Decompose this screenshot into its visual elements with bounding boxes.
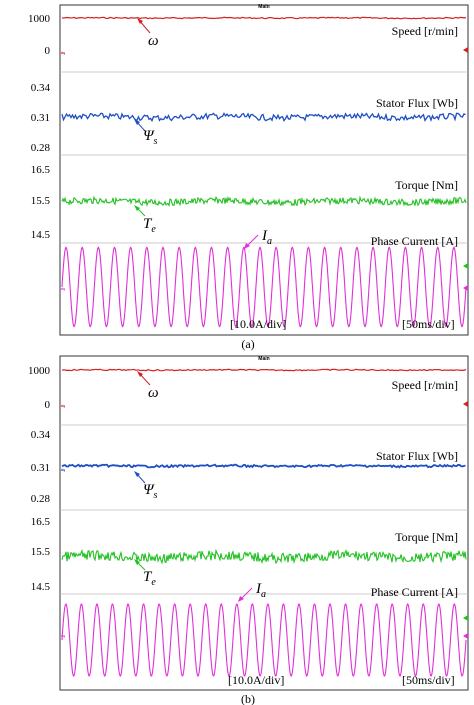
panel-a-speed-tick: 1000 [28,13,51,25]
panel-a-speed-tick: 0 [45,45,51,57]
panel-b-torque-symbol: Te [143,569,156,588]
panel-b-flux-tick: 0.28 [31,493,51,505]
panel-a-current-annotation: Ia [244,228,272,249]
arrowhead-icon [134,559,140,565]
panel-a-speed-annotation: ω [137,18,159,49]
panel-b-current-symbol-main: I [255,581,262,597]
panel-a-ch1-marker: ⇆ [61,51,65,57]
panel-a-flux-annotation: Ψs [134,119,158,147]
panel-a-ch4-level-marker [463,285,468,291]
panel-b-current-trace [61,603,467,677]
panel-b-ch4-marker: ⇆ [61,634,65,640]
panel-b-markers: ⇆ ⇆ ⇆ [61,401,468,640]
panel-b-torque-label: Torque [Nm] [395,530,458,544]
panel-b-flux-symbol: Ψs [143,482,158,501]
panel-a-flux-tick: 0.34 [31,82,51,94]
panel-b-flux-trace [61,463,466,469]
panel-b-current-annotation: Ia [238,581,266,602]
panel-a-ch3-level-marker [463,263,468,269]
panel-b-flux-tick: 0.34 [31,429,51,441]
panel-b-ch1-level-marker [463,401,468,407]
panel-b-speed-label: Speed [r/min] [392,378,458,392]
panel-b-current-symbol-sub: a [261,589,266,600]
panel-a-flux-symbol: Ψs [143,128,158,147]
panel-a-ch4-marker: ⇆ [61,287,65,293]
panel-b-torque-tick: 16.5 [31,516,51,528]
panel-b-torque-symbol-sub: e [151,577,156,588]
panel-a-flux-trace [61,112,466,123]
panel-a-current-symbol: Ia [261,228,272,247]
panel-b-ch3-level-marker [463,615,468,621]
panel-a-time-div: [50ms/div] [402,317,455,331]
panel-a-torque-tick: 14.5 [31,229,51,241]
panel-b-current-label: Phase Current [A] [371,585,458,599]
panel-b-speed-annotation: ω [137,371,159,401]
arrowhead-icon [244,243,250,249]
panel-b-speed-tick: 0 [45,399,51,411]
panel-a-flux-tick: 0.31 [31,112,50,124]
panel-a-markers: ⇆ ⇆ [61,47,468,293]
panel-b-speed-symbol: ω [148,385,159,401]
panel-b-flux-symbol-main: Ψ [143,482,155,498]
panel-b-ch1-marker: ⇆ [61,404,65,410]
panel-b-flux-symbol-sub: s [154,490,158,501]
arrowhead-icon [137,18,143,24]
panel-a-speed-trace [61,16,467,20]
panel-a-speed-label: Speed [r/min] [392,24,458,38]
arrowhead-icon [134,205,140,211]
panel-b-ch4-level-marker [463,633,468,639]
panel-b-volts-div: [10.0A/div] [228,673,284,687]
arrowhead-icon [238,596,244,602]
panel-a-current-trace [61,246,467,328]
panel-a-torque-trace [61,195,467,208]
panel-a-torque-label: Torque [Nm] [395,178,458,192]
panel-a-flux-symbol-main: Ψ [143,128,155,144]
panel-a-flux-symbol-sub: s [154,136,158,147]
panel-a-torque-symbol-sub: e [151,224,156,235]
panel-a-header: Main [258,4,269,10]
panel-a: Main 1000 0 0.34 0.31 0.28 16.5 15.5 14.… [28,4,469,351]
panel-a-torque-symbol-main: T [143,216,153,232]
panel-b-time-div: [50ms/div] [402,673,455,687]
panel-a-speed-symbol: ω [148,33,159,49]
panel-b-torque-tick: 14.5 [31,581,51,593]
panel-b-speed-trace [61,368,467,372]
panel-a-flux-tick: 0.28 [31,142,51,154]
panel-a-ch1-level-marker [463,47,468,53]
panel-b-flux-tick: 0.31 [31,462,50,474]
panel-b-flux-label: Stator Flux [Wb] [376,449,458,463]
arrowhead-icon [134,471,140,477]
panel-b-flux-annotation: Ψs [134,471,158,501]
panel-b-torque-tick: 15.5 [31,546,51,558]
panel-b-ch2-marker: ⇆ [61,468,65,474]
panel-b-header: Main [258,356,269,362]
panel-a-current-symbol-main: I [261,228,268,244]
panel-b: Main 1000 0 0.34 0.31 0.28 16.5 15.5 14.… [28,355,469,705]
panel-b-speed-tick: 1000 [28,365,51,377]
panel-b-torque-trace [61,548,467,565]
arrowhead-icon [137,371,143,377]
panel-a-volts-div: [10.0A/div] [230,317,286,331]
panel-a-current-symbol-sub: a [267,236,272,247]
panel-a-flux-label: Stator Flux [Wb] [376,96,458,110]
panel-b-torque-annotation: Te [134,559,156,588]
panel-a-torque-tick: 16.5 [31,164,51,176]
panel-b-torque-symbol-main: T [143,569,153,585]
panel-a-torque-annotation: Te [134,205,156,235]
panel-a-current-label: Phase Current [A] [371,234,458,248]
panel-b-caption: (b) [241,692,255,705]
arrowhead-icon [134,119,140,125]
panel-a-torque-tick: 15.5 [31,195,51,207]
panel-b-current-symbol: Ia [255,581,266,600]
panel-a-caption: (a) [241,337,254,351]
panel-a-torque-symbol: Te [143,216,156,235]
